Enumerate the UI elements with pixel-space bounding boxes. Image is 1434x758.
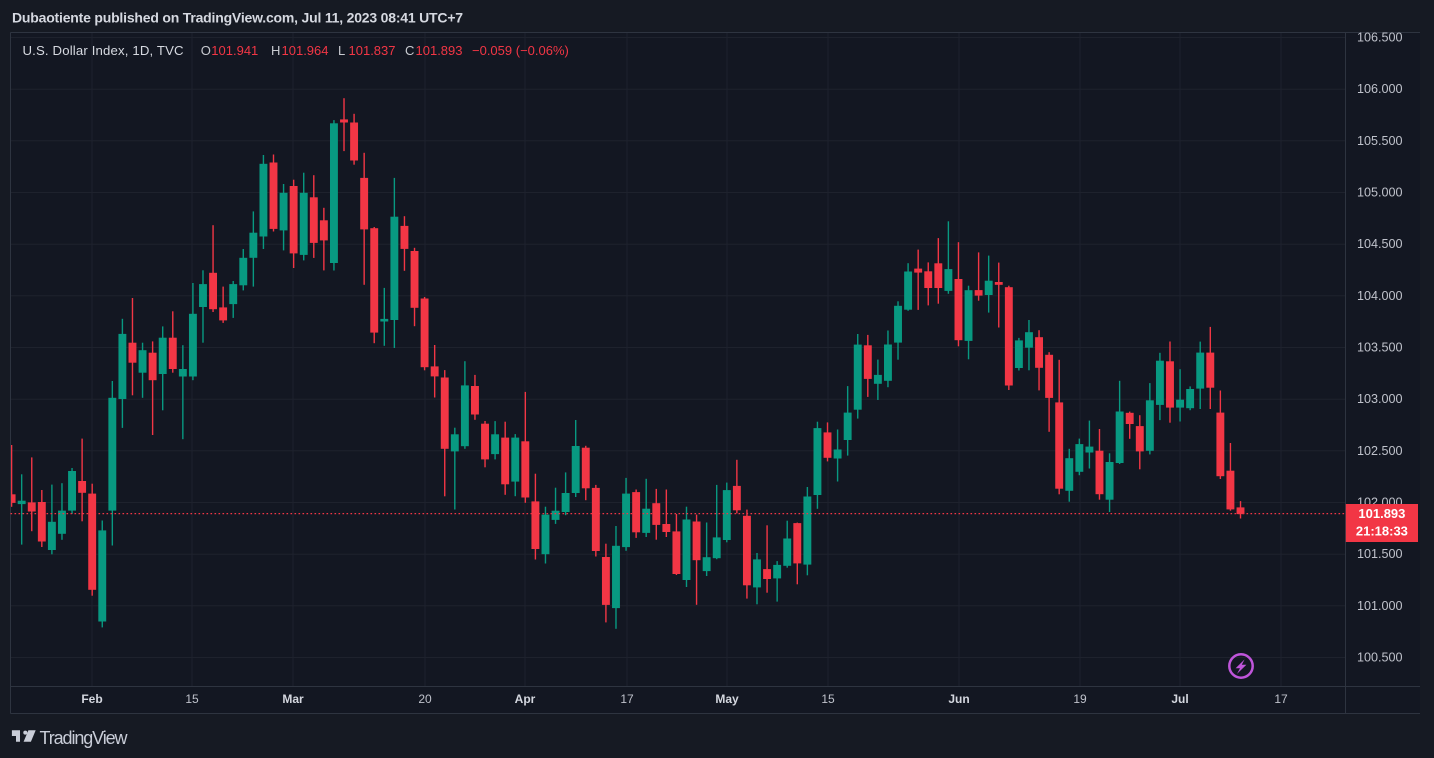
svg-text:103.500: 103.500 — [1357, 341, 1403, 355]
svg-text:101.941: 101.941 — [211, 43, 258, 58]
svg-text:O: O — [201, 43, 211, 58]
svg-text:17: 17 — [1274, 692, 1288, 706]
svg-text:15: 15 — [821, 692, 835, 706]
svg-text:105.500: 105.500 — [1357, 134, 1403, 148]
svg-text:105.000: 105.000 — [1357, 186, 1403, 200]
svg-text:101.837: 101.837 — [349, 43, 396, 58]
svg-text:101.500: 101.500 — [1357, 547, 1403, 561]
svg-text:104.000: 104.000 — [1357, 289, 1403, 303]
svg-text:Mar: Mar — [282, 692, 304, 706]
svg-text:Feb: Feb — [81, 692, 102, 706]
svg-text:101.893: 101.893 — [1358, 506, 1405, 521]
svg-text:Jun: Jun — [948, 692, 969, 706]
svg-text:C: C — [405, 43, 414, 58]
svg-text:19: 19 — [1073, 692, 1087, 706]
svg-text:−0.059 (−0.06%): −0.059 (−0.06%) — [472, 43, 569, 58]
svg-text:101.000: 101.000 — [1357, 599, 1403, 613]
svg-text:U.S. Dollar Index, 1D, TVC: U.S. Dollar Index, 1D, TVC — [23, 43, 185, 58]
svg-text:L: L — [338, 43, 345, 58]
svg-text:21:18:33: 21:18:33 — [1356, 524, 1408, 539]
svg-text:May: May — [715, 692, 739, 706]
svg-text:H: H — [271, 43, 280, 58]
svg-text:Dubaotiente published on Tradi: Dubaotiente published on TradingView.com… — [12, 10, 463, 26]
svg-text:17: 17 — [620, 692, 634, 706]
svg-text:TradingView: TradingView — [40, 728, 129, 748]
svg-text:104.500: 104.500 — [1357, 237, 1403, 251]
svg-text:Apr: Apr — [515, 692, 536, 706]
svg-text:102.500: 102.500 — [1357, 444, 1403, 458]
svg-text:101.893: 101.893 — [416, 43, 463, 58]
svg-text:15: 15 — [185, 692, 199, 706]
svg-text:100.500: 100.500 — [1357, 651, 1403, 665]
svg-text:103.000: 103.000 — [1357, 392, 1403, 406]
svg-text:Jul: Jul — [1171, 692, 1188, 706]
svg-text:106.500: 106.500 — [1357, 31, 1403, 45]
svg-text:20: 20 — [418, 692, 432, 706]
svg-text:101.964: 101.964 — [282, 43, 329, 58]
svg-text:106.000: 106.000 — [1357, 82, 1403, 96]
